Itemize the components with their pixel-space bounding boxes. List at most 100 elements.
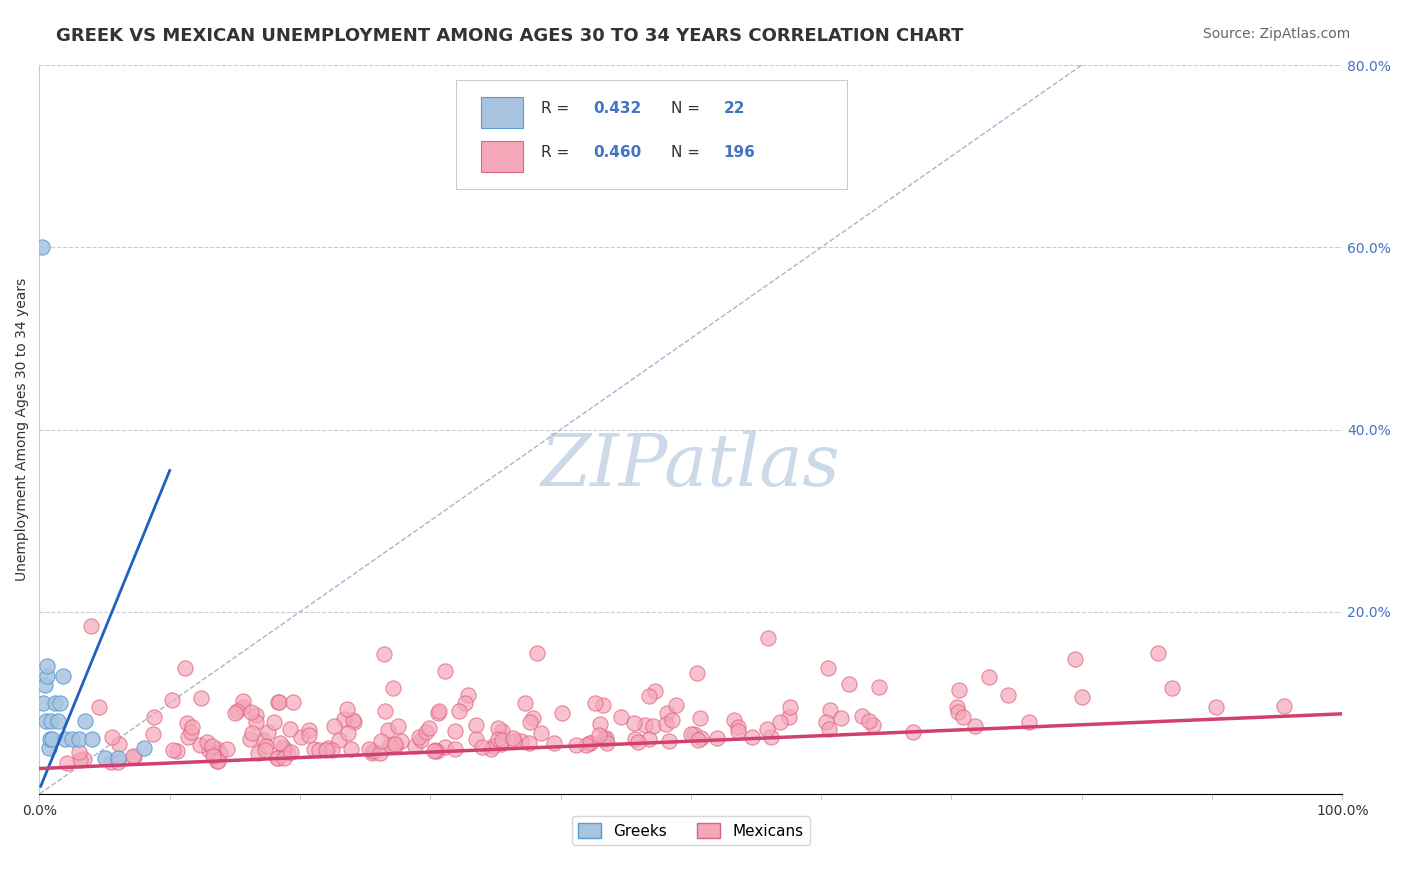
Point [201,748,224,763]
Point [302,742,325,756]
Point [321,743,343,757]
Point [266,750,288,764]
Point [408,731,430,745]
Text: R =: R = [541,102,569,116]
Point [267,695,290,709]
Point [188,738,211,752]
Point [232,694,254,708]
Point [578,736,600,750]
Text: 0.460: 0.460 [593,145,641,160]
Point [377,723,399,737]
Point [225,704,247,718]
Point [465,718,488,732]
Point [741,730,763,744]
Point [205,754,228,768]
Point [1146,646,1168,660]
Point [336,726,359,740]
Point [997,688,1019,702]
Point [35,714,58,728]
Point [232,700,254,714]
Point [688,732,710,747]
Point [423,742,446,756]
Point [595,731,617,745]
Point [252,732,274,747]
Point [491,733,513,747]
Point [361,744,384,758]
Point [37,659,59,673]
Point [342,713,364,727]
Point [818,703,841,717]
Point [271,740,294,755]
Point [426,744,449,758]
Point [727,724,749,739]
Point [315,743,337,757]
Point [427,704,450,718]
Point [201,739,224,754]
Point [122,748,145,763]
Point [643,719,665,733]
Point [316,741,339,756]
Point [665,698,688,713]
Point [418,721,440,735]
Point [838,676,860,690]
Point [89,699,111,714]
Point [454,697,477,711]
Point [415,724,437,739]
Point [46,714,69,728]
Point [384,739,406,754]
Point [290,730,312,744]
Point [160,693,183,707]
Text: 0.432: 0.432 [593,102,641,116]
Point [858,714,880,729]
Point [433,664,456,678]
Point [815,715,838,730]
Point [551,706,574,720]
Point [67,732,90,747]
Point [142,727,165,741]
Point [486,721,509,735]
Point [359,742,381,756]
Point [979,670,1001,684]
Point [623,715,645,730]
Point [41,732,63,747]
Point [486,732,509,747]
Point [830,711,852,725]
Point [479,741,502,756]
Point [565,738,588,752]
Point [681,727,703,741]
Point [447,704,470,718]
Point [543,735,565,749]
Point [281,695,304,709]
Point [658,734,681,748]
Point [596,736,619,750]
Point [868,680,890,694]
Point [93,750,115,764]
Point [124,750,146,764]
Point [690,731,713,746]
Point [756,723,779,737]
Point [530,725,553,739]
Point [34,678,56,692]
Point [253,742,276,756]
Point [277,746,299,760]
Point [489,737,512,751]
Point [267,696,290,710]
Point [903,724,925,739]
Point [661,713,683,727]
Point [706,731,728,746]
Point [655,716,678,731]
Point [239,732,262,747]
Point [387,719,409,733]
Point [49,696,72,710]
Point [343,715,366,730]
Y-axis label: Unemployment Among Ages 30 to 34 years: Unemployment Among Ages 30 to 34 years [15,278,30,582]
Point [332,712,354,726]
Point [73,714,96,728]
Point [948,682,970,697]
Point [851,709,873,723]
Point [637,731,659,746]
Point [266,751,288,765]
Point [756,631,779,645]
Point [946,706,969,720]
Text: N =: N = [671,102,700,116]
